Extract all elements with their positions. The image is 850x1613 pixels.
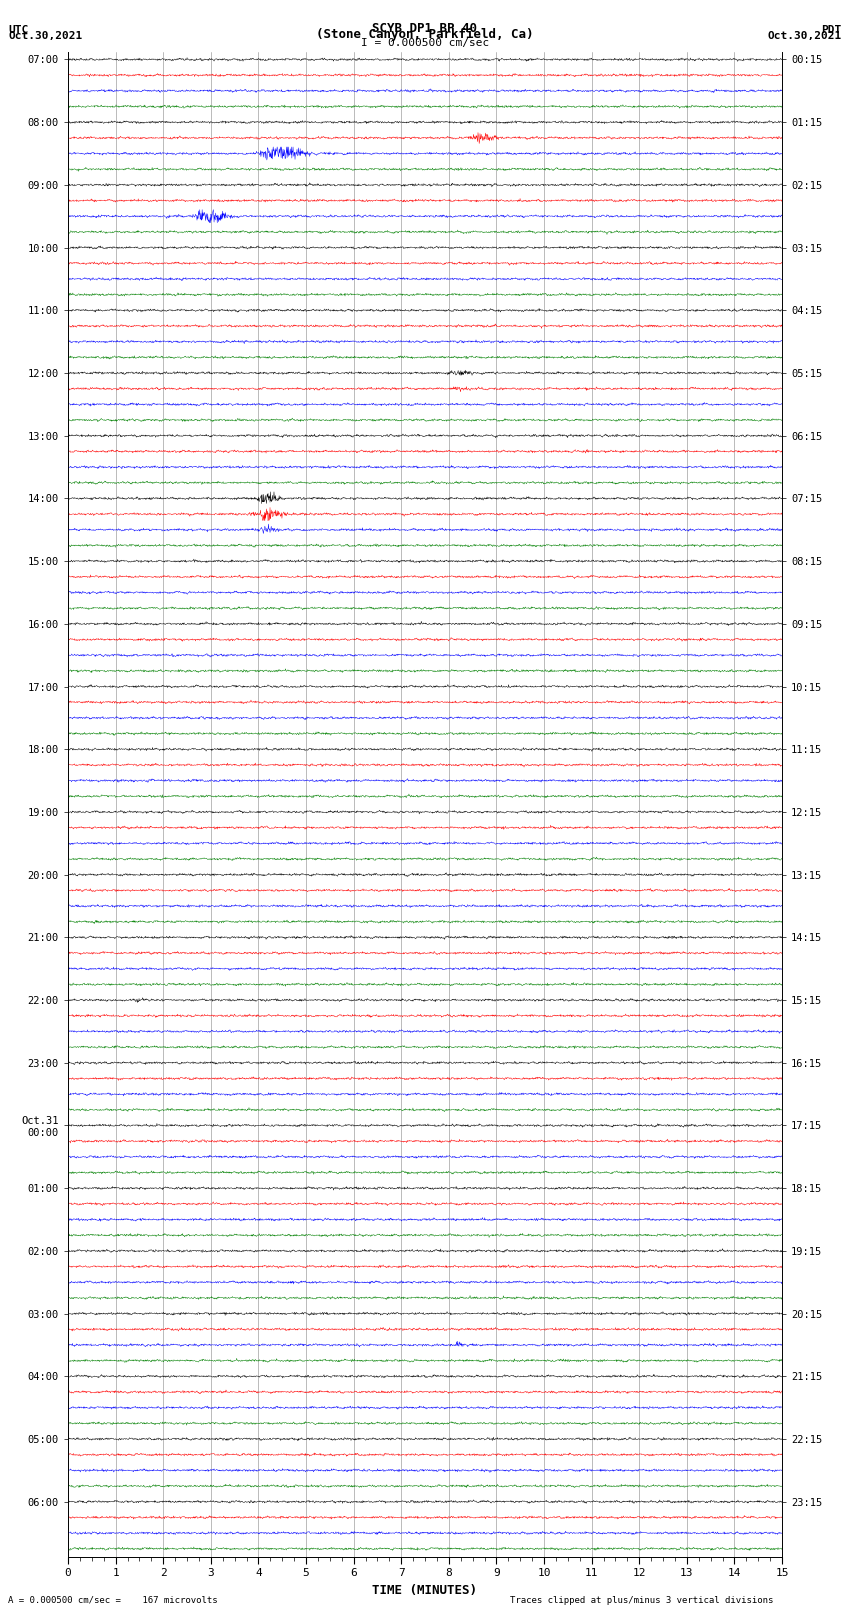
Text: A = 0.000500 cm/sec =    167 microvolts: A = 0.000500 cm/sec = 167 microvolts [8, 1595, 218, 1605]
Text: Oct.30,2021: Oct.30,2021 [8, 31, 82, 40]
Text: UTC: UTC [8, 24, 29, 35]
Text: Traces clipped at plus/minus 3 vertical divisions: Traces clipped at plus/minus 3 vertical … [510, 1595, 774, 1605]
Text: SCYB DP1 BP 40: SCYB DP1 BP 40 [372, 21, 478, 35]
Text: PDT: PDT [821, 24, 842, 35]
X-axis label: TIME (MINUTES): TIME (MINUTES) [372, 1584, 478, 1597]
Text: Oct.30,2021: Oct.30,2021 [768, 31, 842, 40]
Text: I = 0.000500 cm/sec: I = 0.000500 cm/sec [361, 37, 489, 47]
Text: (Stone Canyon, Parkfield, Ca): (Stone Canyon, Parkfield, Ca) [316, 27, 534, 40]
